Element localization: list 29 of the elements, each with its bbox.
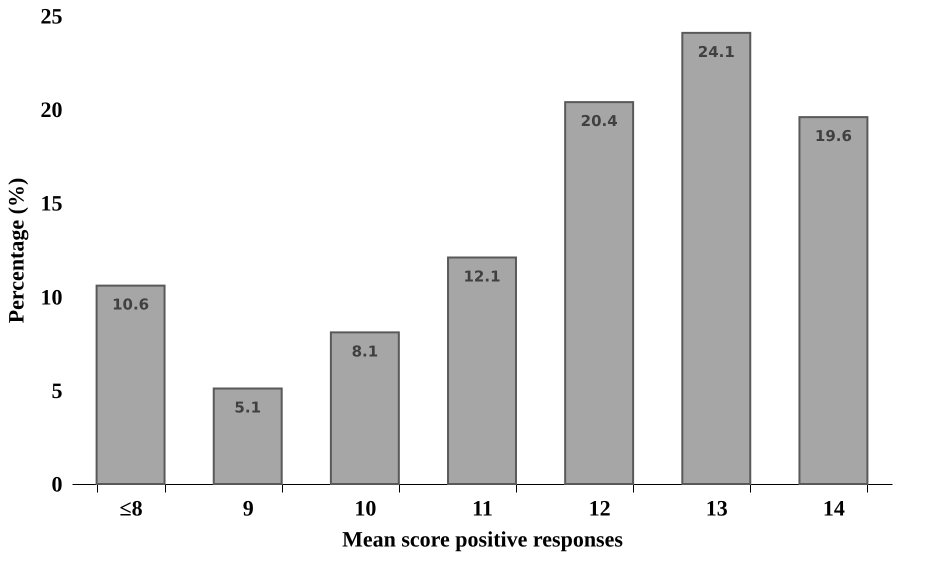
data-label: 8.1	[352, 342, 378, 360]
x-axis-title: Mean score positive responses	[342, 526, 624, 552]
bar	[330, 331, 400, 485]
bar	[96, 284, 166, 485]
data-label: 24.1	[698, 42, 735, 61]
bar	[212, 388, 283, 485]
data-label: 19.6	[814, 127, 852, 146]
data-label: 20.4	[580, 112, 618, 130]
data-label: 5.1	[234, 398, 262, 417]
x-tick-label: 9	[242, 496, 254, 520]
y-tick-label: 10	[40, 284, 62, 310]
y-tick-label: 0	[52, 472, 62, 496]
x-tick-label: ≤8	[120, 496, 143, 520]
bar	[447, 256, 517, 485]
data-label: 10.6	[112, 296, 150, 314]
bar	[681, 32, 752, 485]
x-tick-label: 10	[354, 496, 376, 520]
x-tick-label: 11	[472, 496, 493, 520]
y-tick-label: 25	[40, 4, 62, 28]
y-axis-title: Percentage (%)	[4, 178, 28, 324]
y-tick-label: 5	[52, 378, 62, 403]
x-tick-label: 12	[588, 496, 611, 520]
x-tick-label: 13	[706, 496, 728, 520]
data-label: 12.1	[463, 267, 501, 286]
bar	[564, 101, 634, 485]
y-tick-label: 20	[40, 97, 62, 122]
y-tick-label: 15	[40, 190, 62, 216]
bar	[798, 116, 868, 485]
x-tick-label: 14	[822, 496, 845, 520]
